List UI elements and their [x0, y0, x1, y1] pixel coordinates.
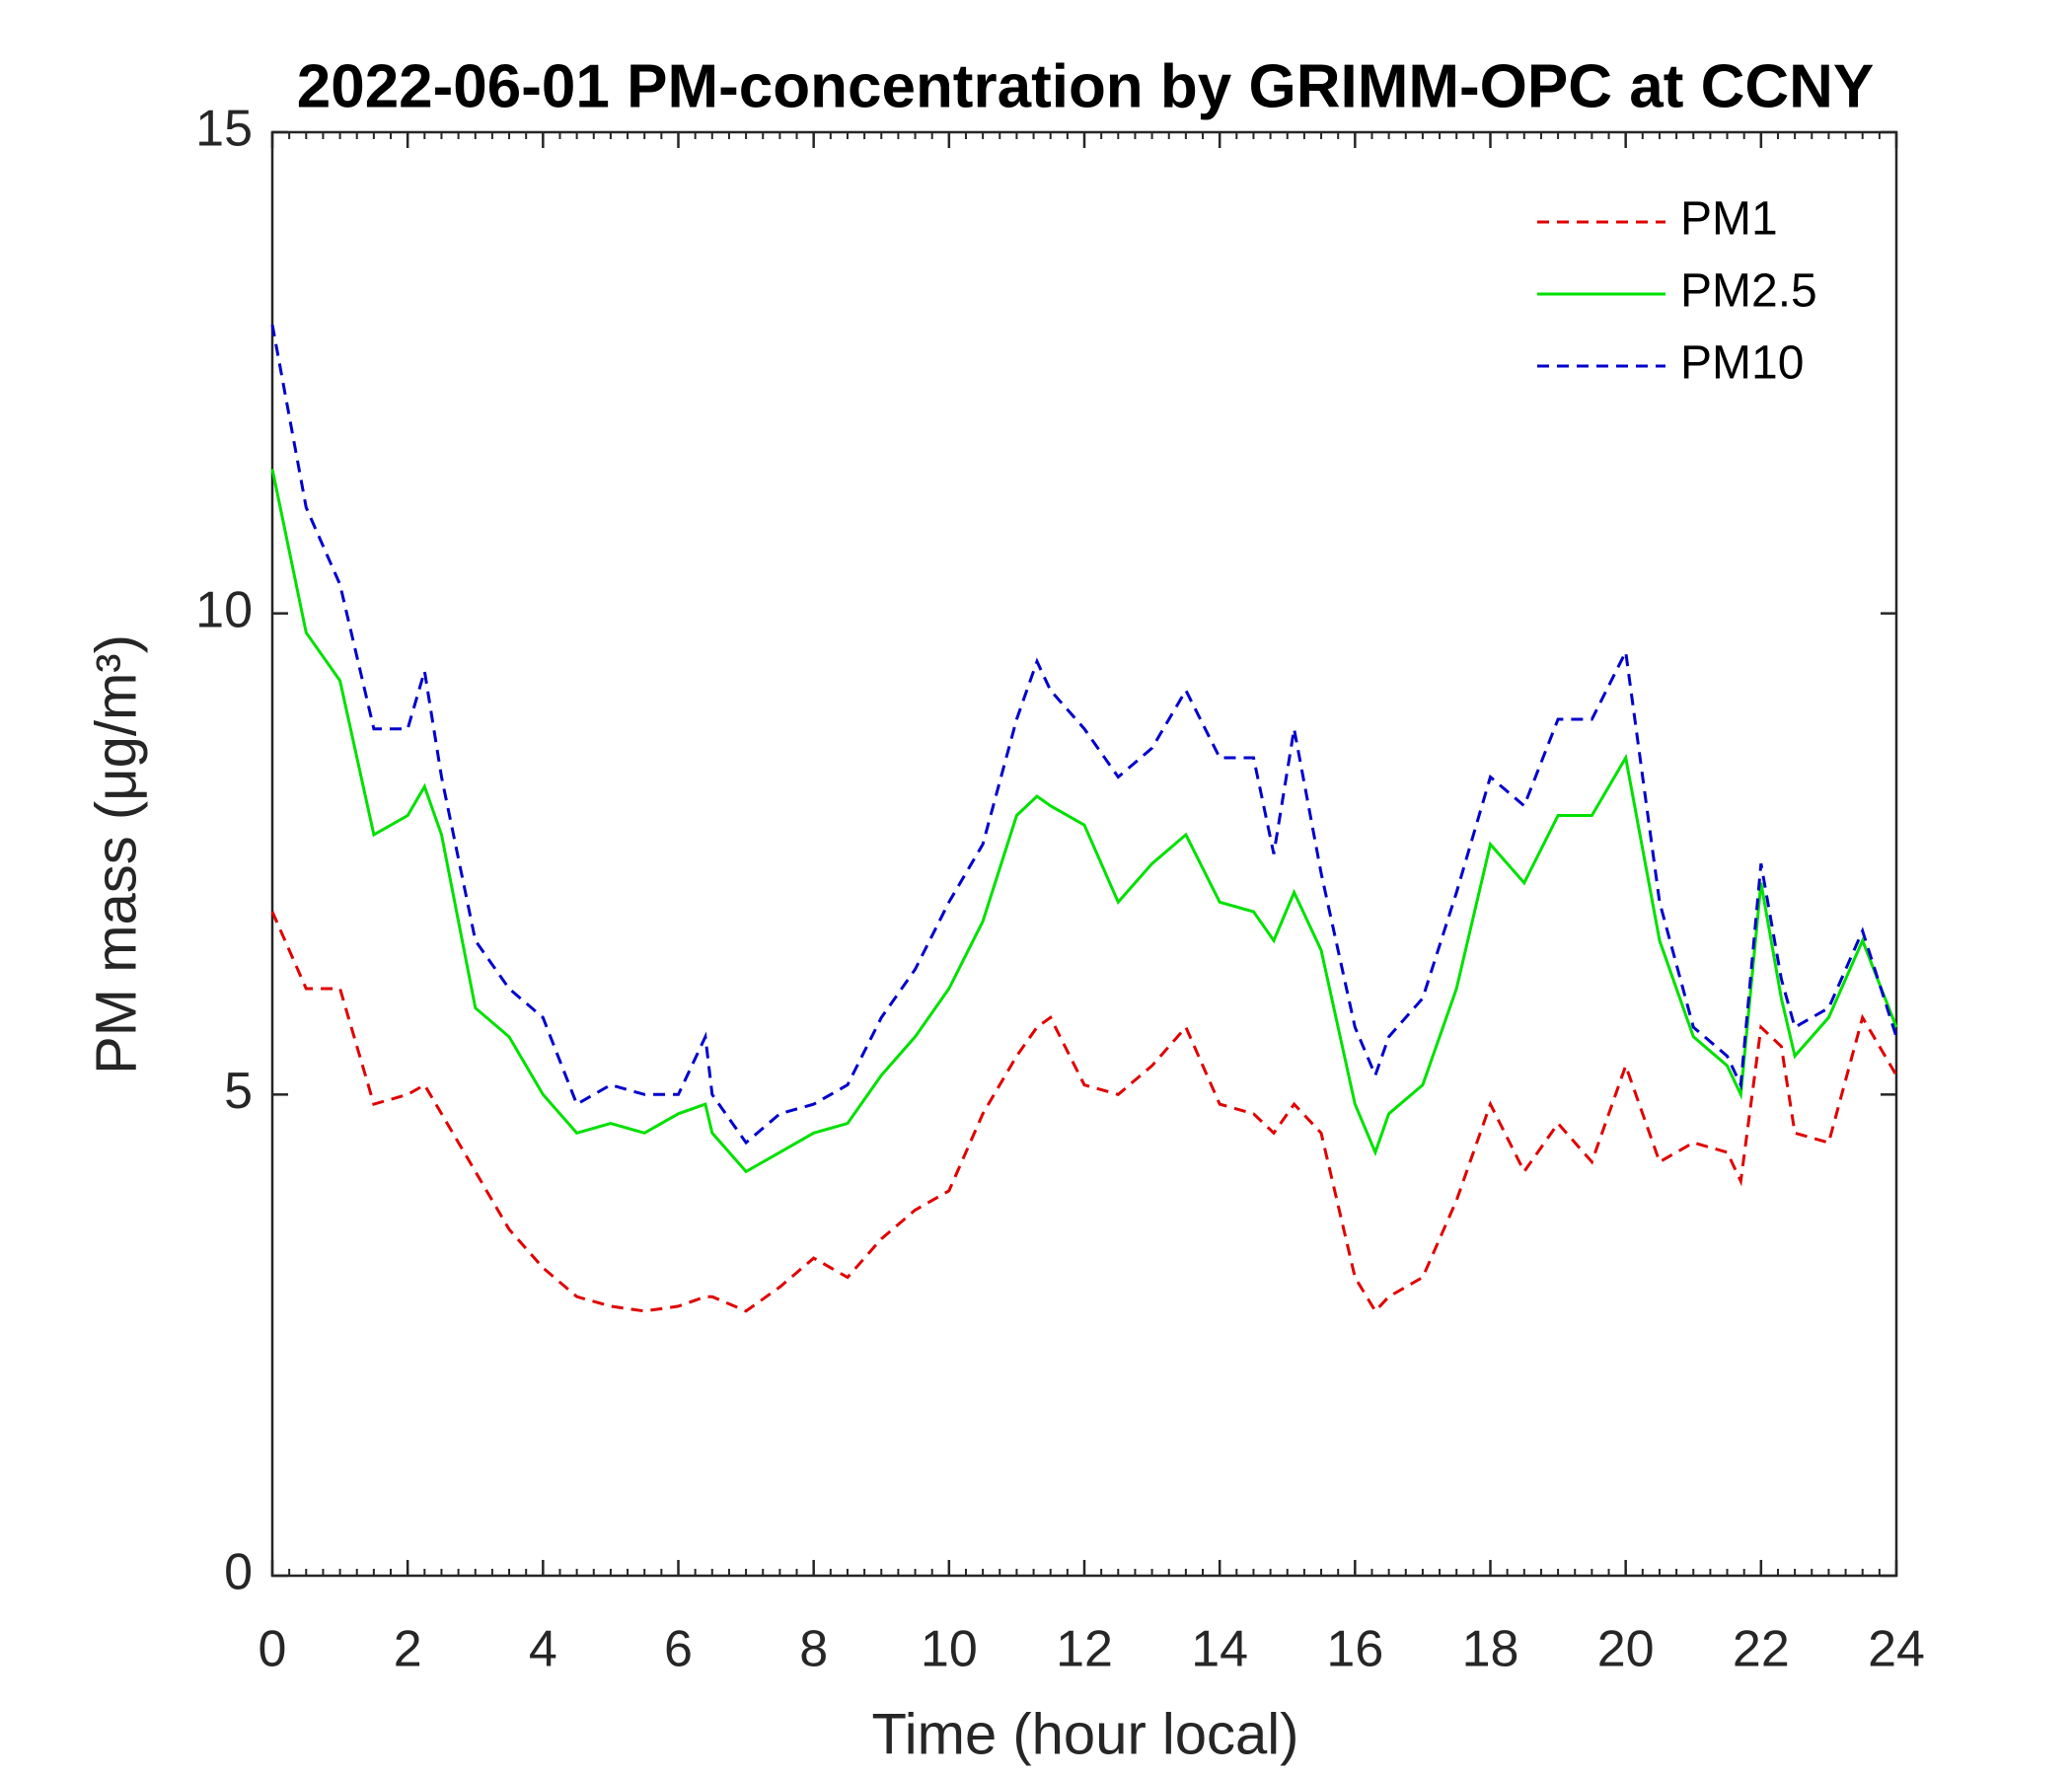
x-tick-label: 14: [1191, 1621, 1248, 1678]
x-tick-label: 22: [1733, 1621, 1790, 1678]
y-tick-label: 5: [224, 1063, 253, 1120]
x-tick-label: 18: [1462, 1621, 1519, 1678]
y-tick-label: 0: [224, 1544, 253, 1601]
x-tick-label: 12: [1056, 1621, 1113, 1678]
y-tick-label: 15: [195, 101, 253, 158]
chart-title: 2022-06-01 PM-concentration by GRIMM-OPC…: [297, 52, 1875, 120]
y-tick-label: 10: [195, 581, 253, 638]
legend-label: PM10: [1680, 337, 1804, 390]
x-tick-label: 2: [394, 1621, 422, 1678]
y-axis-label: PM mass (μg/m³): [84, 634, 148, 1074]
data-line: [270, 324, 1898, 1146]
x-tick-label: 8: [799, 1621, 828, 1678]
legend-label: PM2.5: [1680, 265, 1817, 318]
x-axis-label: Time (hour local): [872, 1702, 1299, 1766]
data-line: [270, 469, 1898, 1174]
x-tick-label: 0: [259, 1621, 287, 1678]
x-tick-label: 6: [664, 1621, 693, 1678]
x-tick-label: 16: [1326, 1621, 1383, 1678]
data-line: [270, 911, 1898, 1314]
x-tick-label: 20: [1597, 1621, 1655, 1678]
x-tick-label: 10: [921, 1621, 978, 1678]
legend-label: PM1: [1680, 193, 1778, 246]
x-tick-label: 4: [529, 1621, 557, 1678]
x-tick-label: 24: [1868, 1621, 1925, 1678]
